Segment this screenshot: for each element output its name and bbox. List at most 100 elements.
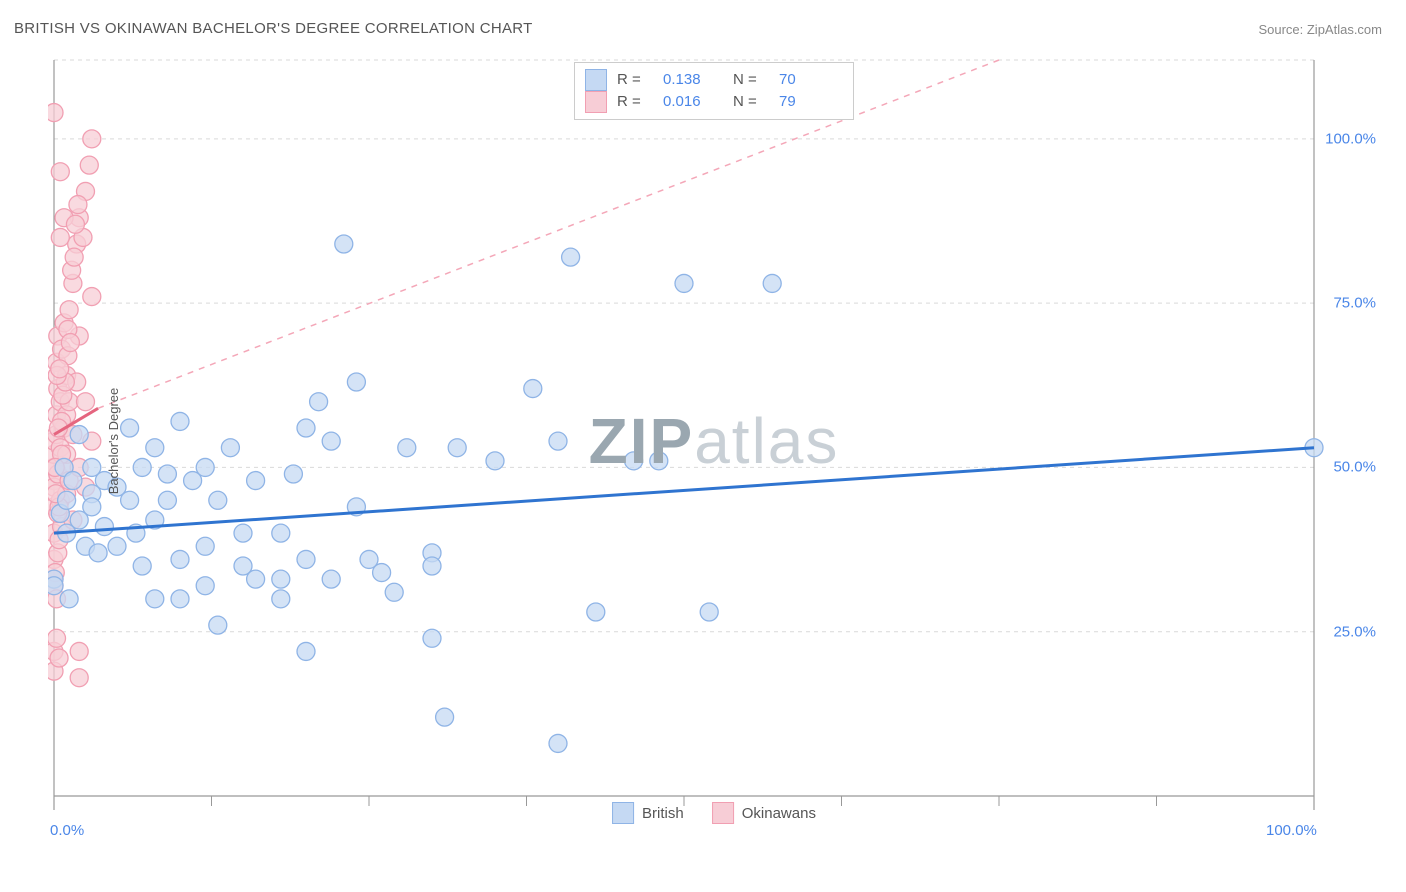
okinawans-point (65, 248, 83, 266)
okinawans-point (60, 301, 78, 319)
series-legend-label: Okinawans (742, 805, 816, 822)
british-point (89, 544, 107, 562)
british-point (272, 570, 290, 588)
y-tick-label: 25.0% (1333, 623, 1376, 640)
british-point (158, 465, 176, 483)
series-legend-item: British (612, 802, 684, 824)
x-tick-label: 100.0% (1266, 822, 1317, 839)
british-point (373, 564, 391, 582)
series-legend-label: British (642, 805, 684, 822)
okinawans-point (50, 649, 68, 667)
british-point (60, 590, 78, 608)
correlation-legend: R = 0.138 N = 70 R = 0.016 N = 79 (574, 62, 854, 120)
legend-row: R = 0.138 N = 70 (585, 69, 839, 91)
british-point (196, 458, 214, 476)
british-point (121, 419, 139, 437)
british-point (322, 432, 340, 450)
legend-swatch (585, 69, 607, 91)
okinawans-point (51, 360, 69, 378)
okinawans-point (61, 334, 79, 352)
british-trendline (54, 448, 1314, 533)
british-point (133, 557, 151, 575)
british-point (196, 537, 214, 555)
british-point (146, 590, 164, 608)
okinawans-point (77, 393, 95, 411)
british-point (64, 472, 82, 490)
plot-area: Bachelor's Degree ZIPatlas R =0.138N =70… (48, 56, 1380, 826)
british-point (108, 537, 126, 555)
british-point (209, 616, 227, 634)
british-point (297, 642, 315, 660)
okinawans-point (51, 163, 69, 181)
source-attribution: Source: ZipAtlas.com (1258, 22, 1382, 37)
british-point (423, 557, 441, 575)
legend-swatch (585, 91, 607, 113)
legend-n-label: N = (733, 69, 769, 91)
british-point (121, 491, 139, 509)
british-point (297, 419, 315, 437)
british-point (385, 583, 403, 601)
legend-row: R = 0.016 N = 79 (585, 91, 839, 113)
okinawans-point (80, 156, 98, 174)
series-legend-item: Okinawans (712, 802, 816, 824)
british-point (171, 412, 189, 430)
british-point (234, 524, 252, 542)
british-point (284, 465, 302, 483)
british-point (448, 439, 466, 457)
okinawans-point (83, 130, 101, 148)
y-tick-label: 50.0% (1333, 459, 1376, 476)
legend-r-value: 0.016 (663, 91, 723, 113)
british-point (524, 380, 542, 398)
okinawans-point (48, 629, 66, 647)
legend-r-value: 0.138 (663, 69, 723, 91)
british-point (625, 452, 643, 470)
legend-swatch (612, 802, 634, 824)
british-point (196, 577, 214, 595)
legend-swatch (712, 802, 734, 824)
british-point (310, 393, 328, 411)
british-point (133, 458, 151, 476)
british-point (221, 439, 239, 457)
british-point (209, 491, 227, 509)
british-point (423, 629, 441, 647)
legend-r-label: R = (617, 69, 653, 91)
source-label: Source: (1258, 22, 1306, 37)
british-point (436, 708, 454, 726)
okinawans-point (69, 196, 87, 214)
british-point (675, 274, 693, 292)
british-point (158, 491, 176, 509)
okinawans-point (66, 215, 84, 233)
legend-n-label: N = (733, 91, 769, 113)
british-point (171, 550, 189, 568)
y-tick-label: 100.0% (1325, 130, 1376, 147)
british-point (763, 274, 781, 292)
british-point (146, 439, 164, 457)
okinawans-point (70, 642, 88, 660)
legend-n-value: 79 (779, 91, 839, 113)
british-point (70, 426, 88, 444)
scatter-chart (48, 56, 1380, 826)
british-point (347, 373, 365, 391)
source-link[interactable]: ZipAtlas.com (1307, 22, 1382, 37)
british-point (398, 439, 416, 457)
british-point (171, 590, 189, 608)
british-point (587, 603, 605, 621)
legend-n-value: 70 (779, 69, 839, 91)
y-tick-label: 75.0% (1333, 295, 1376, 312)
british-point (272, 524, 290, 542)
british-point (700, 603, 718, 621)
british-point (335, 235, 353, 253)
series-legend: British Okinawans (612, 802, 816, 824)
british-point (272, 590, 290, 608)
british-point (650, 452, 668, 470)
legend-r-label: R = (617, 91, 653, 113)
y-axis-label: Bachelor's Degree (106, 388, 121, 495)
british-point (297, 550, 315, 568)
british-point (48, 577, 63, 595)
okinawans-point (70, 669, 88, 687)
british-point (247, 472, 265, 490)
british-point (247, 570, 265, 588)
x-tick-label: 0.0% (50, 822, 84, 839)
okinawans-point (48, 104, 63, 122)
okinawans-point (83, 288, 101, 306)
